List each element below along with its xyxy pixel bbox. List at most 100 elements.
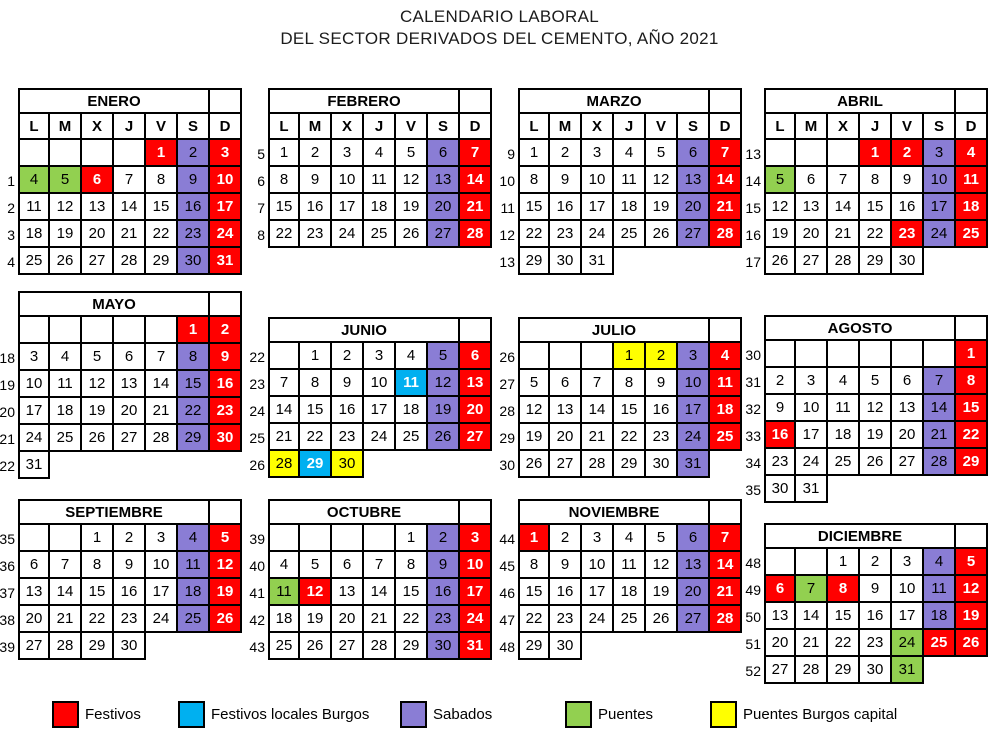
week-number: 40	[249, 557, 265, 574]
empty-day-cell	[796, 341, 828, 368]
day-cell: 17	[332, 194, 364, 221]
week-number: 11	[500, 199, 515, 216]
week-number: 13	[745, 145, 761, 162]
day-cell: 1	[82, 525, 114, 552]
day-cell: 22	[82, 606, 114, 633]
week-number: 50	[745, 608, 761, 625]
week-row: 41 11 12 13 14 15 16 17	[249, 579, 493, 606]
weekday-header-cell: S	[178, 114, 210, 140]
day-cell: 27	[678, 221, 710, 248]
month-noviembre: NOVIEMBRE 44 1 2 3 4 5 6 7 45 8 9 10 11 12 13 14 46 15 16 17…	[499, 499, 743, 660]
week-number: 14	[745, 172, 761, 189]
day-cell: 9	[114, 552, 146, 579]
day-cell: 26	[428, 424, 460, 451]
month-title: ENERO	[18, 88, 210, 114]
weekday-header-cell: V	[396, 114, 428, 140]
day-cell: 3	[892, 549, 924, 576]
week-number: 21	[0, 430, 15, 447]
month-title-blank-cell	[710, 499, 742, 525]
weekday-header-cell: J	[114, 114, 146, 140]
day-cell: 6	[114, 344, 146, 371]
week-number: 18	[0, 349, 15, 366]
week-gutter	[746, 88, 764, 114]
day-cell: 13	[892, 395, 924, 422]
day-cell: 22	[614, 424, 646, 451]
day-cell: 28	[924, 449, 956, 476]
day-cell: 2	[178, 140, 210, 167]
day-cell: 8	[146, 167, 178, 194]
day-cell: 30	[332, 451, 364, 478]
week-row: 20 17 18 19 20 21 22 23	[0, 398, 243, 425]
day-cell: 27	[764, 657, 796, 684]
month-title-blank-cell	[956, 523, 988, 549]
empty-day-cell	[18, 317, 50, 344]
weekday-header-cell: X	[828, 114, 860, 140]
day-cell: 23	[550, 606, 582, 633]
month-title: ABRIL	[764, 88, 956, 114]
day-cell: 2	[332, 343, 364, 370]
week-number: 29	[499, 429, 515, 446]
day-cell: 9	[764, 395, 796, 422]
month-title: JULIO	[518, 317, 710, 343]
week-row: 36 6 7 8 9 10 11 12	[0, 552, 243, 579]
day-cell: 20	[460, 397, 492, 424]
week-number: 22	[249, 348, 265, 365]
day-cell: 13	[678, 552, 710, 579]
week-row: 22 31	[0, 452, 243, 479]
day-cell: 5	[518, 370, 550, 397]
day-cell: 23	[550, 221, 582, 248]
day-cell: 13	[678, 167, 710, 194]
day-cell: 3	[924, 140, 956, 167]
day-cell: 1	[828, 549, 860, 576]
week-row: 38 20 21 22 23 24 25 26	[0, 606, 243, 633]
week-row: 35 30 31	[745, 476, 989, 503]
month-title-row: AGOSTO	[746, 315, 989, 341]
weekday-header-cell: X	[82, 114, 114, 140]
day-cell: 27	[550, 451, 582, 478]
weekday-header-cell: V	[892, 114, 924, 140]
day-cell: 30	[178, 248, 210, 275]
week-gutter	[500, 499, 518, 525]
day-cell: 27	[428, 221, 460, 248]
weekday-header-cell: M	[550, 114, 582, 140]
day-cell: 2	[860, 549, 892, 576]
day-cell: 3	[364, 343, 396, 370]
week-number: 48	[499, 638, 515, 655]
day-cell: 25	[178, 606, 210, 633]
weekday-header-cell: L	[518, 114, 550, 140]
week-row: 34 23 24 25 26 27 28 29	[745, 449, 989, 476]
week-gutter	[0, 88, 18, 114]
week-number: 31	[745, 373, 761, 390]
month-title-row: MAYO	[0, 291, 243, 317]
week-row: 35 1 2 3 4 5	[0, 525, 243, 552]
weekday-header-cell: J	[860, 114, 892, 140]
day-cell: 30	[892, 248, 924, 275]
day-cell: 24	[582, 606, 614, 633]
week-number: 39	[0, 638, 15, 655]
week-row: 51 20 21 22 23 24 25 26	[745, 630, 989, 657]
week-number: 52	[745, 662, 761, 679]
day-cell: 26	[764, 248, 796, 275]
day-cell: 20	[796, 221, 828, 248]
day-cell: 12	[646, 552, 678, 579]
day-cell: 24	[364, 424, 396, 451]
legend-item-festivo_local_burgos: Festivos locales Burgos	[178, 701, 369, 728]
week-row: 49 6 7 8 9 10 11 12	[745, 576, 989, 603]
week-number: 25	[249, 429, 265, 446]
day-cell: 19	[82, 398, 114, 425]
day-cell: 20	[892, 422, 924, 449]
day-cell: 5	[764, 167, 796, 194]
day-cell: 21	[796, 630, 828, 657]
day-cell: 13	[114, 371, 146, 398]
month-title-row: SEPTIEMBRE	[0, 499, 243, 525]
day-cell: 11	[396, 370, 428, 397]
week-row: 28 12 13 14 15 16 17 18	[499, 397, 743, 424]
month-title: MAYO	[18, 291, 210, 317]
day-cell: 19	[396, 194, 428, 221]
day-cell: 14	[828, 194, 860, 221]
day-cell: 10	[332, 167, 364, 194]
week-number: 28	[499, 402, 515, 419]
day-cell: 1	[956, 341, 988, 368]
day-cell: 26	[396, 221, 428, 248]
